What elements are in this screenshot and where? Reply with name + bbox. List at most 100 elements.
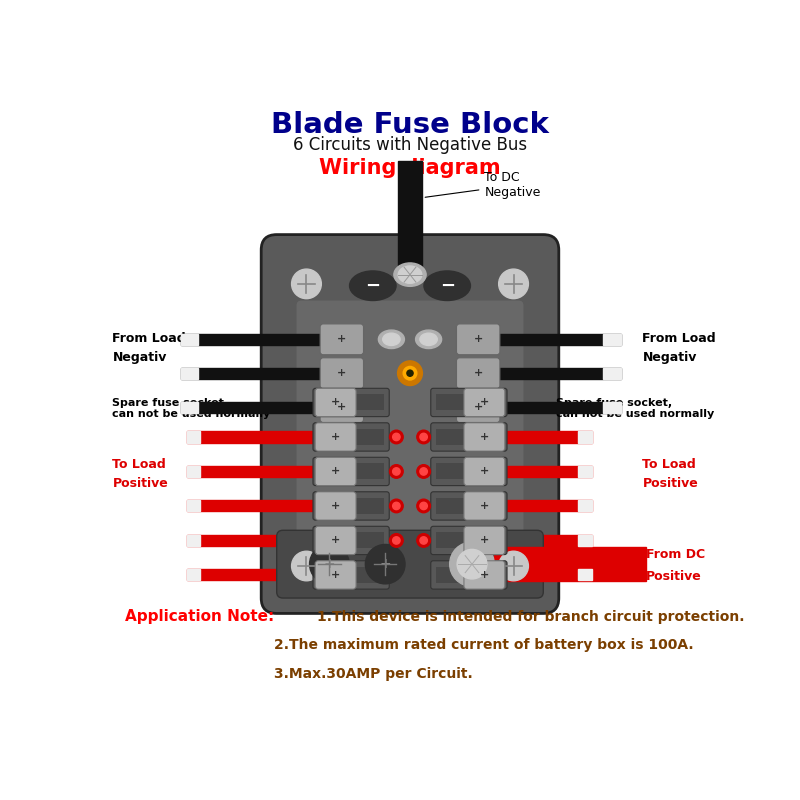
Circle shape <box>390 430 403 444</box>
Bar <box>497 402 621 413</box>
Text: To Load: To Load <box>112 458 166 470</box>
Bar <box>436 498 502 514</box>
Ellipse shape <box>424 271 470 301</box>
Bar <box>187 501 318 511</box>
Text: 3.Max.30AMP per Circuit.: 3.Max.30AMP per Circuit. <box>274 667 472 682</box>
FancyBboxPatch shape <box>320 358 363 389</box>
Bar <box>187 535 318 546</box>
Circle shape <box>457 550 487 579</box>
FancyBboxPatch shape <box>315 526 356 554</box>
Bar <box>187 501 201 511</box>
FancyBboxPatch shape <box>457 358 500 389</box>
Bar <box>497 368 621 378</box>
FancyBboxPatch shape <box>464 388 505 417</box>
Bar <box>436 463 502 479</box>
Text: +: + <box>331 501 340 511</box>
Bar <box>436 429 502 445</box>
Bar <box>318 533 384 549</box>
Circle shape <box>393 434 400 441</box>
FancyBboxPatch shape <box>464 492 505 520</box>
Text: 6 Circuits with Negative Bus: 6 Circuits with Negative Bus <box>293 136 527 154</box>
Text: Wiring diagram: Wiring diagram <box>319 158 501 178</box>
Bar <box>436 394 502 410</box>
FancyBboxPatch shape <box>313 458 390 486</box>
Text: From Load: From Load <box>112 331 186 345</box>
Circle shape <box>417 430 430 444</box>
FancyBboxPatch shape <box>464 458 505 486</box>
Text: Application Note:: Application Note: <box>125 609 274 624</box>
FancyBboxPatch shape <box>457 392 500 422</box>
Ellipse shape <box>350 271 396 301</box>
Bar <box>187 570 201 581</box>
Text: Negativ: Negativ <box>642 351 697 364</box>
Text: 2.The maximum rated current of battery box is 100A.: 2.The maximum rated current of battery b… <box>274 638 694 653</box>
Circle shape <box>420 502 427 510</box>
Ellipse shape <box>382 333 400 346</box>
FancyBboxPatch shape <box>464 561 505 589</box>
Circle shape <box>310 545 350 584</box>
FancyBboxPatch shape <box>320 392 363 422</box>
FancyBboxPatch shape <box>315 458 356 486</box>
FancyBboxPatch shape <box>313 561 390 589</box>
Bar <box>187 570 318 581</box>
Ellipse shape <box>394 263 426 286</box>
Text: From DC: From DC <box>646 549 705 562</box>
Text: +: + <box>323 557 335 571</box>
Circle shape <box>420 434 427 441</box>
Circle shape <box>420 468 427 475</box>
Bar <box>497 334 621 345</box>
FancyBboxPatch shape <box>430 388 507 417</box>
FancyBboxPatch shape <box>315 388 356 417</box>
Ellipse shape <box>398 266 422 283</box>
Bar <box>436 567 502 583</box>
Bar <box>181 334 323 345</box>
FancyBboxPatch shape <box>457 324 500 354</box>
Bar <box>181 334 198 345</box>
Circle shape <box>393 502 400 510</box>
Bar <box>187 466 201 477</box>
Text: +: + <box>480 535 489 546</box>
Circle shape <box>291 551 322 581</box>
Bar <box>603 334 621 345</box>
Text: 1.This device is intended for branch circuit protection.: 1.This device is intended for branch cir… <box>317 610 745 623</box>
Text: +: + <box>480 398 489 407</box>
Text: +: + <box>474 334 483 344</box>
Circle shape <box>420 537 427 544</box>
FancyBboxPatch shape <box>430 422 507 451</box>
Text: +: + <box>337 334 346 344</box>
Bar <box>318 394 384 410</box>
Bar <box>187 466 318 477</box>
Circle shape <box>498 269 529 298</box>
FancyBboxPatch shape <box>464 422 505 451</box>
FancyBboxPatch shape <box>464 526 505 554</box>
Ellipse shape <box>415 330 442 349</box>
Bar <box>181 368 198 378</box>
Circle shape <box>390 499 403 513</box>
Text: +: + <box>331 398 340 407</box>
Text: Blade Fuse Block: Blade Fuse Block <box>271 111 549 139</box>
Text: +: + <box>379 557 391 571</box>
FancyBboxPatch shape <box>313 492 390 520</box>
Bar <box>187 535 201 546</box>
Circle shape <box>366 545 405 584</box>
Bar <box>187 431 318 442</box>
Circle shape <box>417 499 430 513</box>
Bar <box>502 466 592 477</box>
FancyBboxPatch shape <box>297 301 523 547</box>
Text: +: + <box>480 570 489 580</box>
Text: +: + <box>331 570 340 580</box>
Text: +: + <box>337 368 346 378</box>
Circle shape <box>398 361 422 386</box>
Circle shape <box>291 269 322 298</box>
Bar <box>318 463 384 479</box>
Circle shape <box>417 534 430 547</box>
Circle shape <box>417 465 430 478</box>
Text: To Load: To Load <box>642 458 696 470</box>
Bar <box>181 368 323 378</box>
Circle shape <box>390 465 403 478</box>
Bar <box>603 368 621 378</box>
Text: +: + <box>331 432 340 442</box>
Bar <box>502 431 592 442</box>
Text: Positive: Positive <box>642 478 698 490</box>
Circle shape <box>390 534 403 547</box>
